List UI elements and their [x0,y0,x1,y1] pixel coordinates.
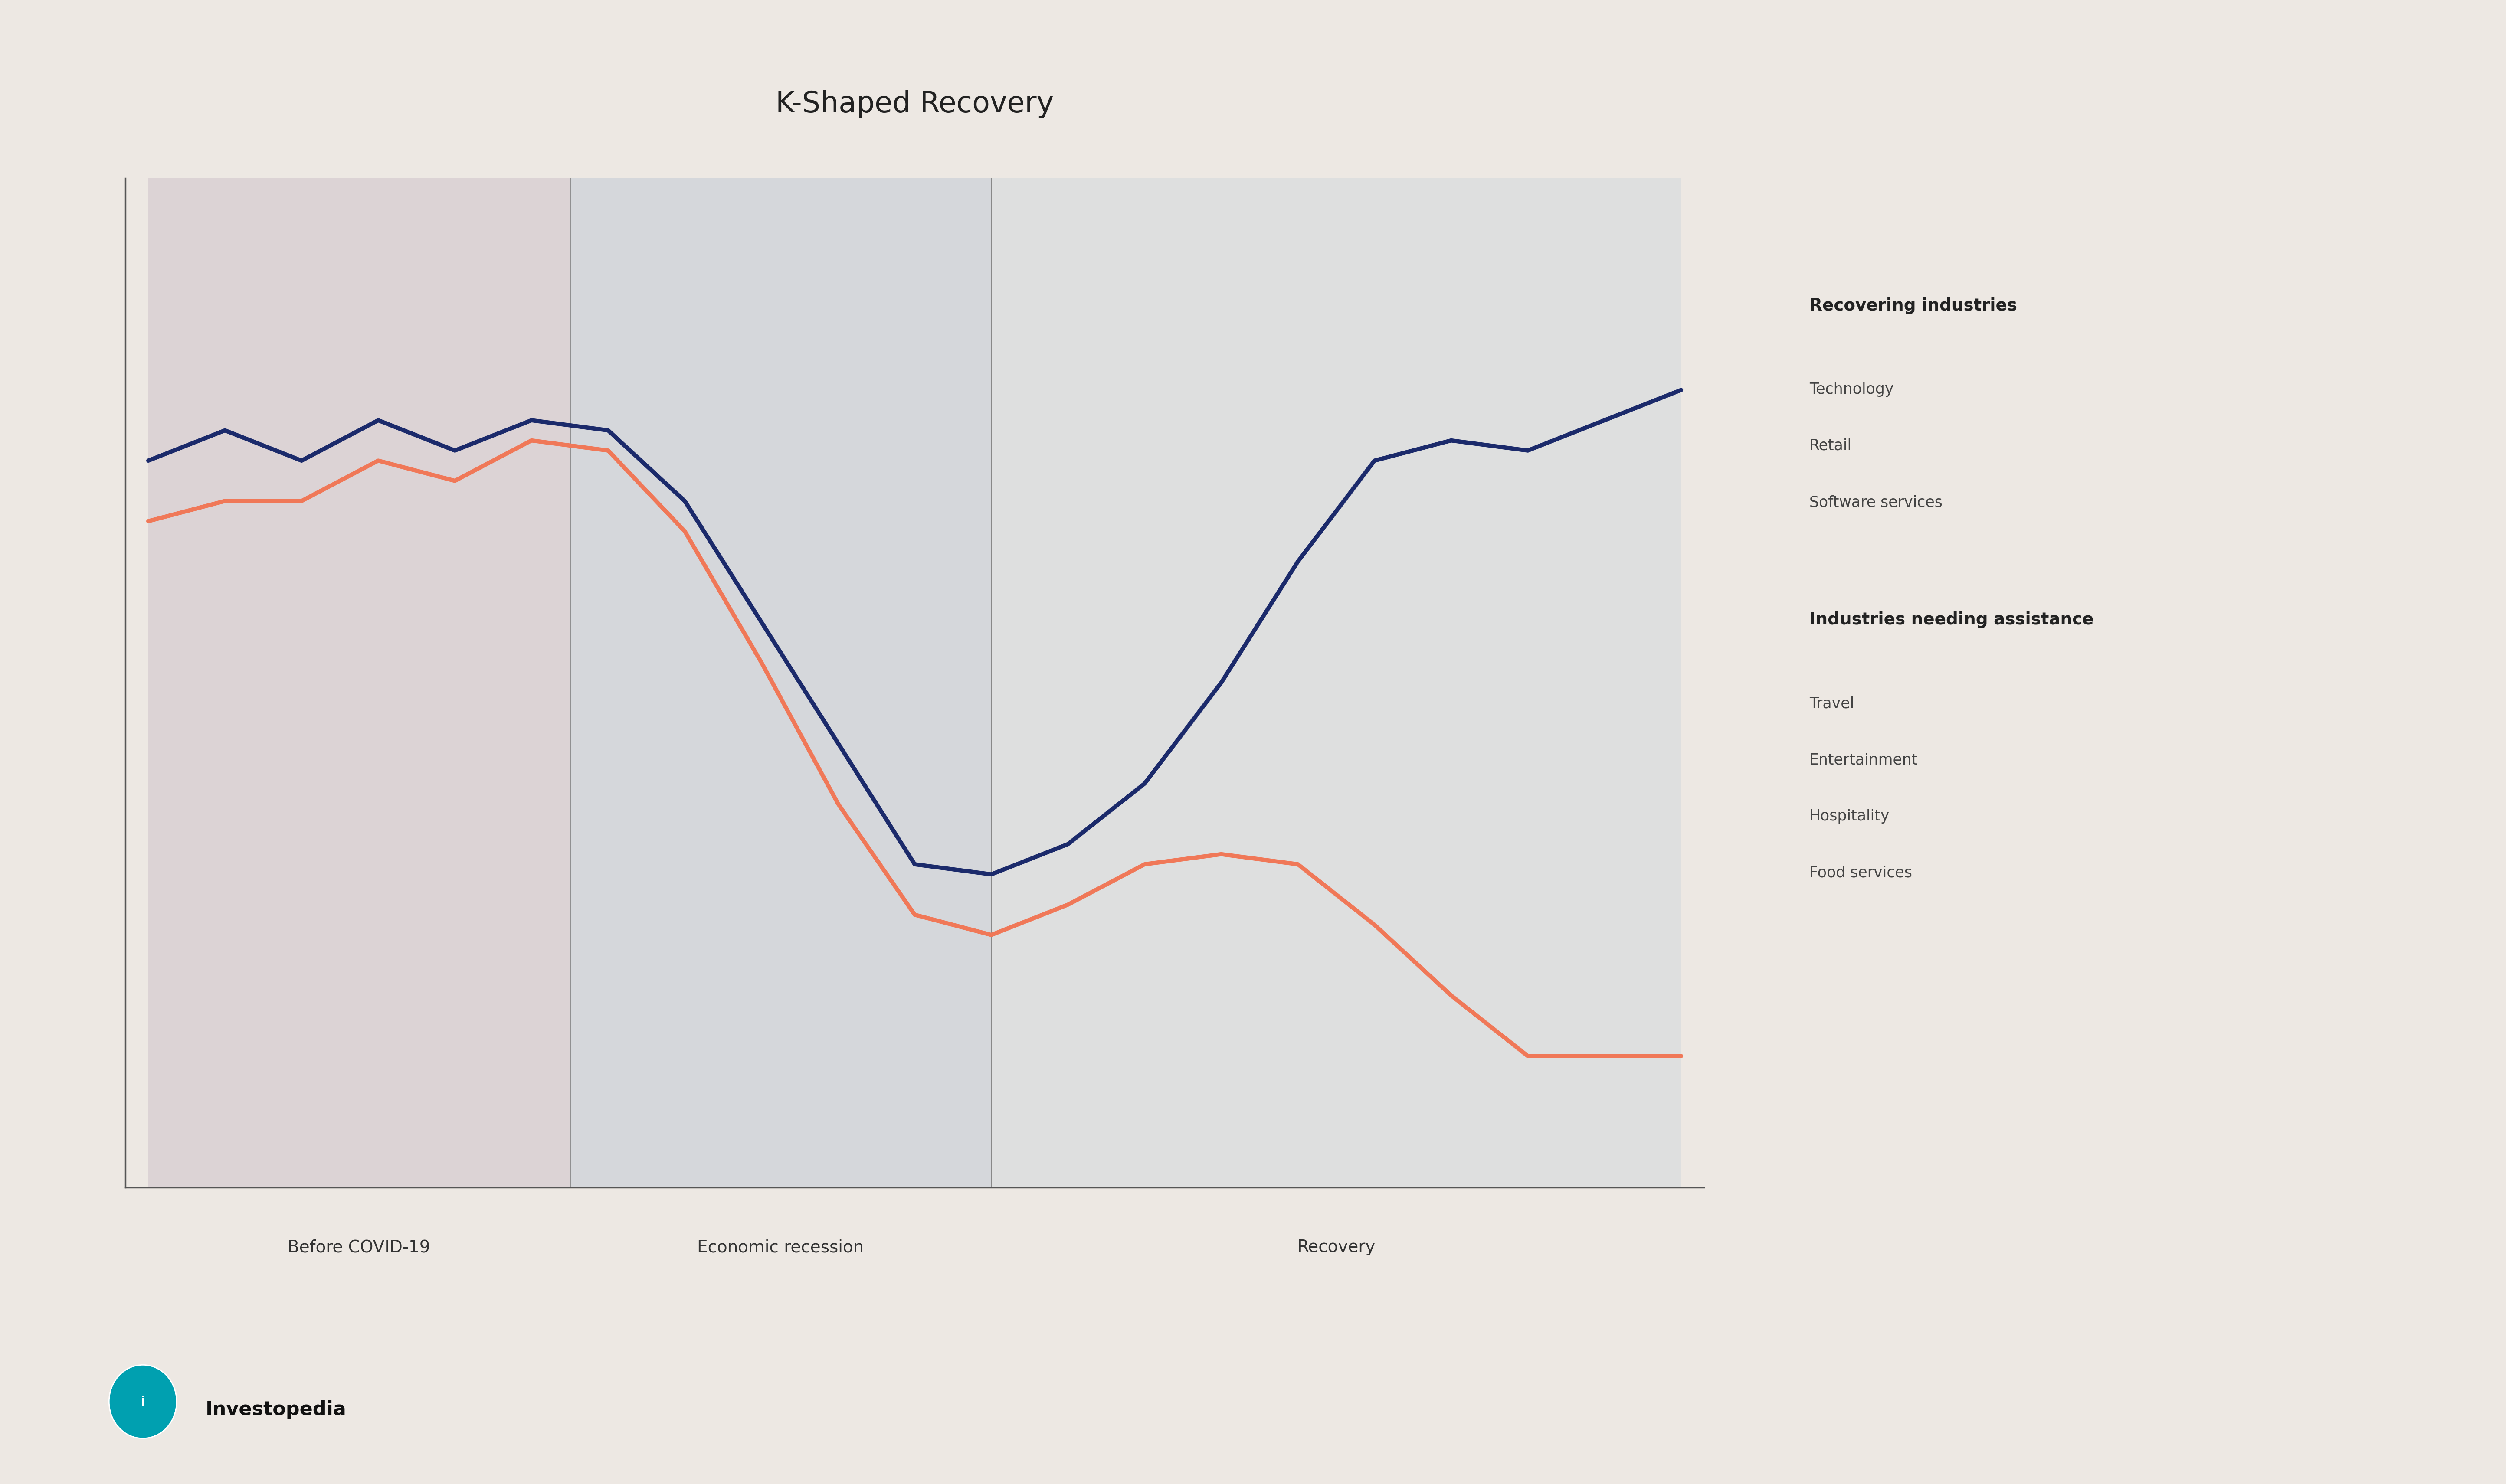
Bar [148,178,569,1187]
Text: Retail: Retail [1809,438,1852,453]
Text: i: i [140,1395,145,1408]
Text: Recovery: Recovery [1298,1239,1376,1255]
Text: Software services: Software services [1809,494,1942,509]
Text: Travel: Travel [1809,696,1854,711]
Text: Investopedia: Investopedia [205,1401,346,1419]
Text: Economic recession: Economic recession [697,1239,865,1255]
Bar [992,178,1682,1187]
Text: Industries needing assistance: Industries needing assistance [1809,611,2093,628]
Text: Before COVID-19: Before COVID-19 [288,1239,431,1255]
Circle shape [110,1365,178,1438]
Text: Technology: Technology [1809,381,1895,396]
Text: Food services: Food services [1809,865,1912,880]
Text: K-Shaped Recovery: K-Shaped Recovery [777,89,1053,119]
Text: Hospitality: Hospitality [1809,809,1890,824]
Bar [569,178,992,1187]
Text: Recovering industries: Recovering industries [1809,297,2017,315]
Text: Entertainment: Entertainment [1809,752,1917,767]
